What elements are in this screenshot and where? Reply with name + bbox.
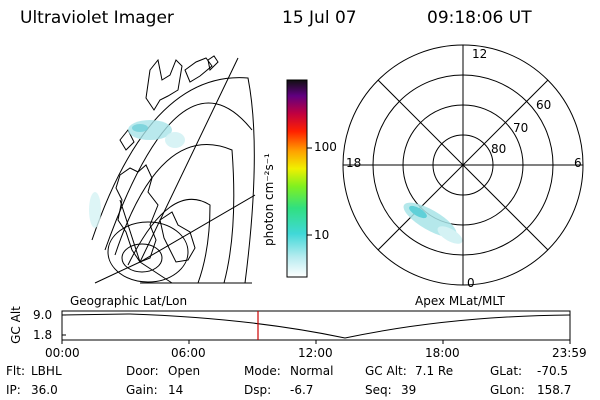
mlt-label-12: 12	[472, 47, 488, 61]
glon-value: 158.7	[537, 383, 572, 397]
date-label: 15 Jul 07	[282, 8, 357, 28]
timeline-xtick: 18:00	[425, 346, 460, 360]
mlt-label-18: 18	[346, 156, 362, 170]
mode-value: Normal	[290, 364, 334, 378]
mlat-label-80: 80	[491, 142, 507, 156]
colorbar-ticks	[307, 147, 312, 236]
geographic-map	[91, 55, 256, 284]
time-label: 09:18:06 UT	[427, 8, 532, 28]
right-panel-caption: Apex MLat/MLT	[415, 294, 505, 308]
colorbar-tick-10: 10	[314, 228, 330, 242]
dsp-label: Dsp:	[244, 383, 272, 397]
timeline-ytick-top: 9.0	[33, 308, 53, 322]
dsp-value: -6.7	[290, 383, 314, 397]
orbit-timeline	[61, 310, 571, 344]
timeline-ytick-bottom: 1.8	[33, 328, 53, 342]
gain-value: 14	[168, 383, 184, 397]
door-label: Door:	[126, 364, 159, 378]
timeline-xtick: 00:00	[45, 346, 80, 360]
aurora-left	[89, 120, 185, 228]
aurora-right	[403, 202, 463, 244]
colorbar-tick-100: 100	[314, 140, 337, 154]
filter-label: Flt:	[6, 364, 25, 378]
colorbar-label: photon cm⁻²s⁻¹	[262, 153, 276, 246]
glat-value: -70.5	[537, 364, 569, 378]
ip-label: IP:	[6, 383, 21, 397]
timeline-xtick: 06:00	[171, 346, 206, 360]
timeline-xtick: 12:00	[298, 346, 333, 360]
gcalt-value: 7.1 Re	[415, 364, 454, 378]
door-value: Open	[168, 364, 201, 378]
timeline-xtick: 23:59	[552, 346, 587, 360]
polar-dial	[342, 44, 584, 286]
gain-label: Gain:	[126, 383, 158, 397]
mlat-label-70: 70	[513, 121, 529, 135]
glat-label: GLat:	[490, 364, 523, 378]
timeline-ylabel: GC Alt	[8, 306, 23, 344]
seq-value: 39	[401, 383, 417, 397]
left-panel-caption: Geographic Lat/Lon	[70, 294, 188, 308]
mlt-label-0: 0	[467, 276, 475, 290]
filter-value: LBHL	[31, 364, 62, 378]
mlat-label-60: 60	[536, 98, 552, 112]
glon-label: GLon:	[490, 383, 525, 397]
seq-label: Seq:	[365, 383, 392, 397]
mode-label: Mode:	[244, 364, 281, 378]
colorbar	[286, 79, 308, 278]
ip-value: 36.0	[31, 383, 58, 397]
mlt-label-6: 6	[574, 156, 582, 170]
gcalt-label: GC Alt:	[365, 364, 407, 378]
instrument-title: Ultraviolet Imager	[20, 8, 174, 28]
